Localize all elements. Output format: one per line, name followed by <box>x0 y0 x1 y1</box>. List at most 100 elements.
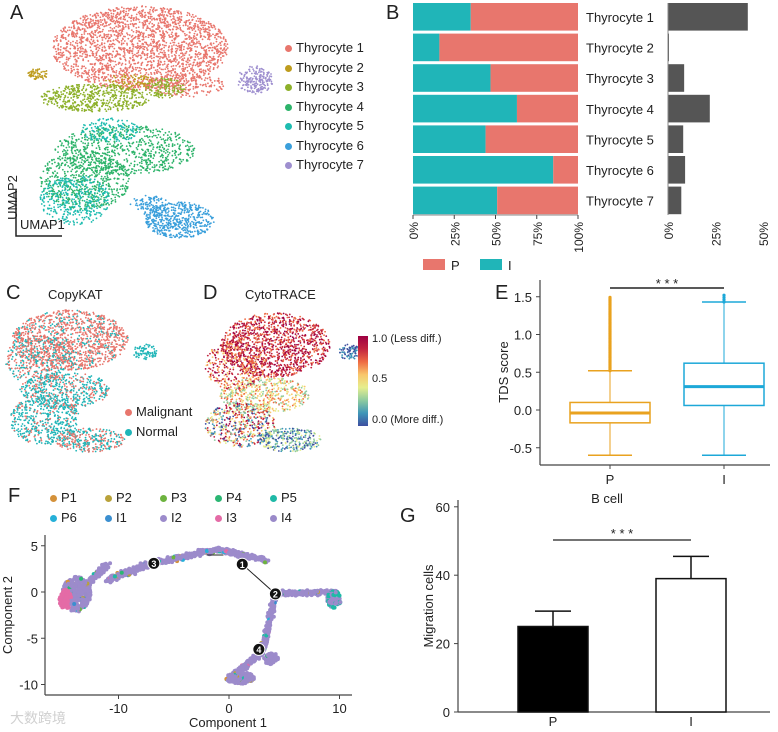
cell-point <box>135 83 138 86</box>
cell-point <box>127 77 130 80</box>
cell-point <box>162 68 164 71</box>
cell-point <box>155 128 158 131</box>
cell-point <box>172 69 174 72</box>
cell-point <box>83 65 86 68</box>
cell-point <box>189 63 192 66</box>
cell-point <box>182 67 185 70</box>
cell-point <box>185 20 188 22</box>
cell-point <box>84 53 87 56</box>
cell-point <box>136 6 138 9</box>
cell-point <box>57 157 60 160</box>
cell-point <box>65 182 68 184</box>
cell-point <box>74 213 77 215</box>
cell-point <box>161 96 164 99</box>
cell-point <box>50 190 53 192</box>
cell-point <box>78 174 80 176</box>
cell-point <box>113 95 115 97</box>
cell-point <box>48 167 51 169</box>
cell-point <box>171 39 173 42</box>
cell-point <box>134 66 137 69</box>
cell-point <box>49 176 52 178</box>
cell-point <box>45 72 48 75</box>
cell-point <box>55 56 57 58</box>
cell-point <box>150 79 153 82</box>
cell-point <box>126 175 129 177</box>
cell-point <box>101 65 104 68</box>
cell-point <box>67 177 70 180</box>
cell-point <box>178 147 181 150</box>
cell-point <box>86 203 89 205</box>
cell-point <box>128 60 131 62</box>
cell-point <box>139 69 141 72</box>
cell-point <box>149 88 152 91</box>
cell-point <box>111 76 114 79</box>
cell-point <box>65 58 68 61</box>
cell-point <box>138 91 141 94</box>
cell-point <box>65 196 68 199</box>
cell-point <box>81 191 84 194</box>
cell-point <box>126 79 129 82</box>
cell-point <box>213 52 216 54</box>
cell-point <box>95 44 97 47</box>
cell-point <box>105 79 107 82</box>
cell-point <box>127 138 130 141</box>
cell-point <box>81 209 84 212</box>
cell-point <box>146 56 149 59</box>
cell-point <box>161 51 163 54</box>
cell-point <box>200 28 203 31</box>
cell-point <box>104 158 107 161</box>
cell-point <box>147 136 149 139</box>
cell-point <box>75 93 78 96</box>
cell-point <box>202 28 205 31</box>
cell-point <box>145 29 148 32</box>
cell-point <box>160 27 163 30</box>
cell-point <box>59 51 62 54</box>
cell-point <box>110 89 113 91</box>
cell-point <box>116 189 118 192</box>
cell-point <box>171 82 174 85</box>
cell-point <box>53 206 55 209</box>
cell-point <box>195 37 197 39</box>
cell-point <box>221 83 224 85</box>
cell-point <box>100 62 102 65</box>
cell-point <box>100 213 103 216</box>
cell-point <box>94 99 97 102</box>
cell-point <box>159 19 161 22</box>
cell-point <box>114 196 117 199</box>
cell-point <box>185 159 188 162</box>
cell-point <box>177 22 180 25</box>
cell-point <box>119 57 121 60</box>
cell-point <box>91 63 94 65</box>
cell-point <box>107 59 110 62</box>
cell-point <box>104 92 106 95</box>
cell-point <box>106 136 109 139</box>
cell-point <box>217 77 220 80</box>
cell-point <box>144 150 147 153</box>
cell-point <box>144 16 146 19</box>
cell-point <box>186 61 189 64</box>
cell-point <box>95 58 98 61</box>
cell-point <box>123 81 126 83</box>
cell-point <box>147 76 150 79</box>
cell-point <box>152 30 154 33</box>
cell-point <box>133 163 136 166</box>
cell-point <box>183 54 186 57</box>
cell-point <box>157 83 159 86</box>
cell-point <box>225 53 228 56</box>
cell-point <box>141 82 144 85</box>
cell-point <box>103 19 106 21</box>
cell-point <box>116 11 119 14</box>
cell-point <box>196 24 199 26</box>
cell-point <box>92 36 95 39</box>
cell-point <box>73 198 76 201</box>
cell-point <box>224 52 227 54</box>
cell-point <box>94 151 97 154</box>
cell-point <box>119 188 121 191</box>
cell-point <box>58 86 61 89</box>
cell-point <box>127 37 130 40</box>
cell-point <box>113 90 116 92</box>
cell-point <box>133 160 136 163</box>
cell-point <box>48 183 51 185</box>
cell-point <box>94 196 96 199</box>
cell-point <box>179 65 181 68</box>
